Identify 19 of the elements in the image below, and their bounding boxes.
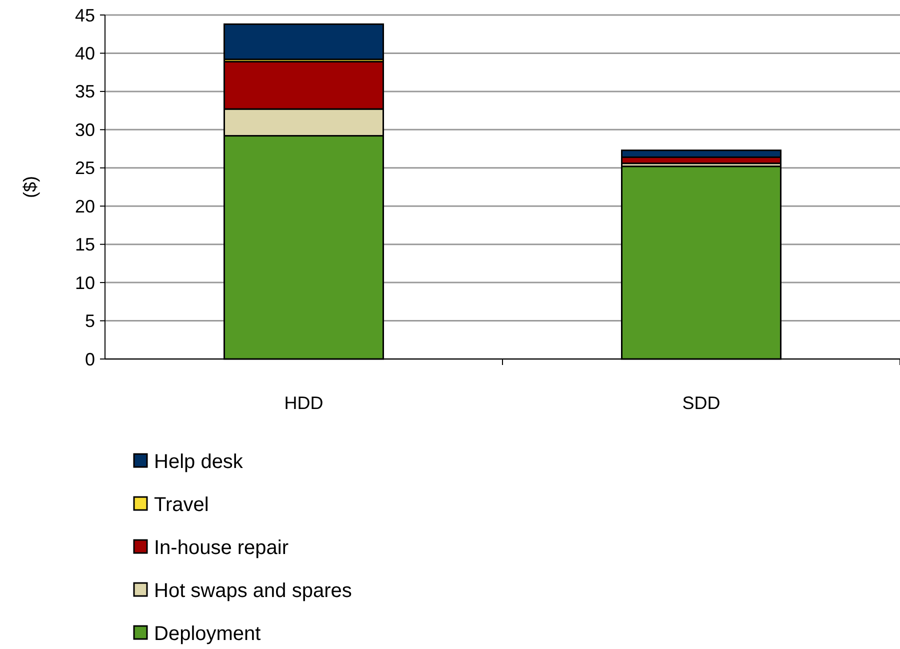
- legend-label: Hot swaps and spares: [154, 580, 352, 602]
- y-tick-label: 5: [84, 311, 95, 332]
- legend-label: Deployment: [154, 623, 262, 645]
- legend-label: Travel: [154, 494, 209, 516]
- y-tick-label: 15: [74, 234, 95, 255]
- y-tick-label: 35: [74, 82, 95, 102]
- y-tick-label: 10: [74, 272, 95, 293]
- bar: [224, 23, 384, 60]
- y-tick-label: 25: [74, 158, 95, 178]
- y-tick-label: 20: [74, 196, 95, 216]
- y-axis-title: ($): [20, 176, 40, 198]
- y-tick-label: 40: [74, 44, 95, 64]
- legend-label: In-house repair: [154, 537, 289, 559]
- y-tick-label: 0: [84, 349, 95, 370]
- x-tick-label: SDD: [682, 393, 720, 413]
- legend-label: Help desk: [154, 451, 244, 473]
- y-tick-label: 30: [74, 120, 95, 140]
- x-tick-label: HDD: [284, 393, 324, 413]
- y-tick-label: 45: [74, 5, 95, 26]
